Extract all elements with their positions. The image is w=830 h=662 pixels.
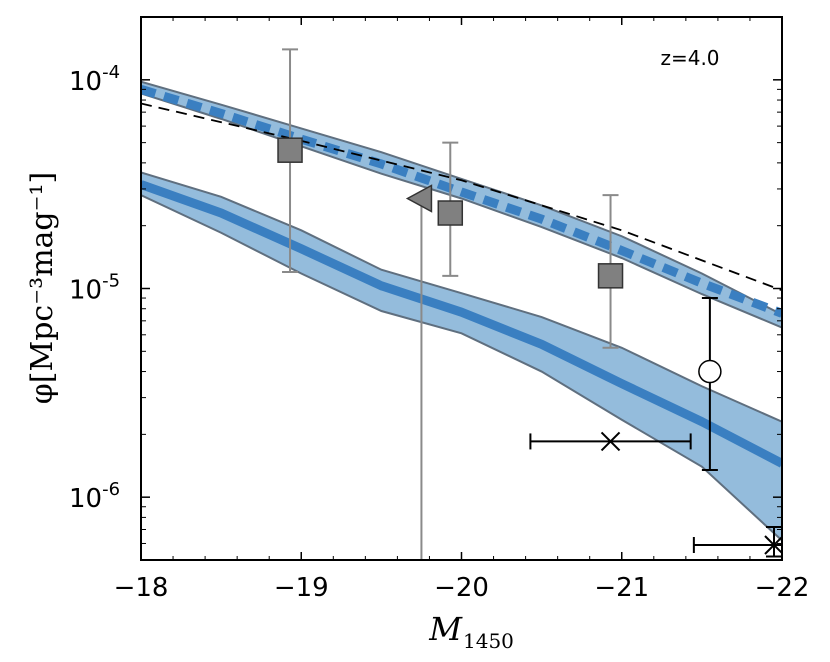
svg-text:1450: 1450 (463, 629, 514, 653)
data-point-x-5 (529, 431, 692, 452)
lower-band-fill (141, 172, 782, 541)
model-solid (141, 180, 782, 468)
x-marker-stroke-b (764, 535, 782, 555)
data-point-square-1 (437, 141, 464, 277)
model-dotted (141, 85, 782, 318)
x-tick-label-1: −19 (274, 573, 329, 603)
fit-dashed (141, 102, 782, 292)
square-marker (277, 137, 303, 163)
square-marker (437, 200, 464, 226)
x-tick-label-4: −22 (755, 573, 810, 603)
plot-area (141, 48, 782, 560)
annotation-redshift: z=4.0 (660, 46, 719, 70)
x-marker-stroke-b (600, 431, 621, 452)
x-axis-label: M 1450 (428, 610, 514, 653)
triangle-marker (405, 184, 433, 213)
svg-text:M: M (428, 610, 463, 648)
y-axis-label: φ[Mpc⁻³mag⁻¹] (25, 172, 60, 404)
data-point-circle-4 (698, 297, 722, 471)
lower-band-lower-edge (141, 194, 782, 542)
upper-band-upper-edge (141, 80, 782, 316)
data-point-square-2 (597, 194, 624, 349)
data-point-square-0 (277, 48, 303, 273)
x-tick-label-3: −21 (594, 573, 649, 603)
y-tick-label-2: 10-6 (69, 479, 120, 514)
square-marker (597, 263, 624, 289)
y-tick-label-1: 10-5 (69, 271, 120, 306)
lower-band-upper-edge (141, 171, 782, 423)
data-point-x-6 (692, 525, 782, 558)
circle-marker (698, 359, 722, 384)
plot-frame (140, 16, 783, 561)
y-tick-label-0: 10-4 (69, 62, 120, 97)
data-point-triangle-left-3 (405, 184, 433, 560)
x-tick-label-2: −20 (434, 573, 489, 603)
x-tick-label-0: −18 (114, 573, 169, 603)
axis-ticks: −18 −19 −20 −21 −22 10-4 10-5 10-6 (69, 16, 810, 603)
